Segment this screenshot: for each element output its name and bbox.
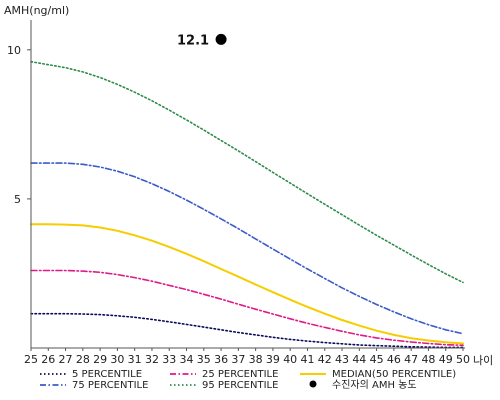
x-tick-label-47: 47 [404,353,418,366]
patient-amh-value-label: 12.1 [177,33,209,48]
x-tick-label-28: 28 [76,353,90,366]
series-line-1 [30,269,464,347]
legend-label-2: MEDIAN(50 PERCENTILE) [332,369,456,380]
series-line-2 [30,223,464,345]
x-tick-label-29: 29 [93,353,107,366]
y-tick-label-10: 10 [7,44,21,57]
series-lines [30,60,464,349]
x-tick-label-37: 37 [231,353,245,366]
legend-label-3: 75 PERCENTILE [72,380,148,391]
x-tick-label-41: 41 [300,353,314,366]
x-tick-label-25: 25 [24,353,38,366]
x-tick-label-35: 35 [197,353,211,366]
y-axis-label: AMH(ng/ml) [4,4,69,17]
x-tick-label-26: 26 [41,353,55,366]
x-tick-label-43: 43 [335,353,349,366]
x-tick-label-42: 42 [318,353,332,366]
x-tick-label-30: 30 [110,353,124,366]
x-tick-label-46: 46 [387,353,401,366]
x-tick-label-32: 32 [145,353,159,366]
x-tick-label-36: 36 [214,353,228,366]
legend-label-0: 5 PERCENTILE [72,369,142,380]
legend-point-swatch [309,380,317,388]
x-tick-label-34: 34 [180,353,194,366]
data-points: 12.1 [177,33,227,48]
x-tick-label-40: 40 [283,353,297,366]
x-tick-label-27: 27 [59,353,73,366]
series-line-3 [30,162,464,335]
x-tick-label-33: 33 [162,353,176,366]
x-tick-label-48: 48 [421,353,435,366]
series-line-0 [30,312,464,349]
x-tick-label-38: 38 [249,353,263,366]
x-tick-label-45: 45 [370,353,384,366]
x-tick-label-50: 50 [456,353,470,366]
legend-label-point: 수진자의 AMH 농도 [332,379,417,391]
y-tick-label-5: 5 [14,193,21,206]
series-line-4 [30,60,464,284]
x-axis-label: 나이 [473,354,493,367]
legend-label-1: 25 PERCENTILE [202,369,278,380]
x-tick-label-39: 39 [266,353,280,366]
legend: 5 PERCENTILE 25 PERCENTILE MEDIAN(50 PERCE… [40,369,456,391]
x-tick-label-31: 31 [128,353,142,366]
x-tick-label-49: 49 [439,353,453,366]
legend-label-4: 95 PERCENTILE [202,380,278,391]
patient-amh-point [215,33,227,45]
x-tick-label-44: 44 [352,353,366,366]
